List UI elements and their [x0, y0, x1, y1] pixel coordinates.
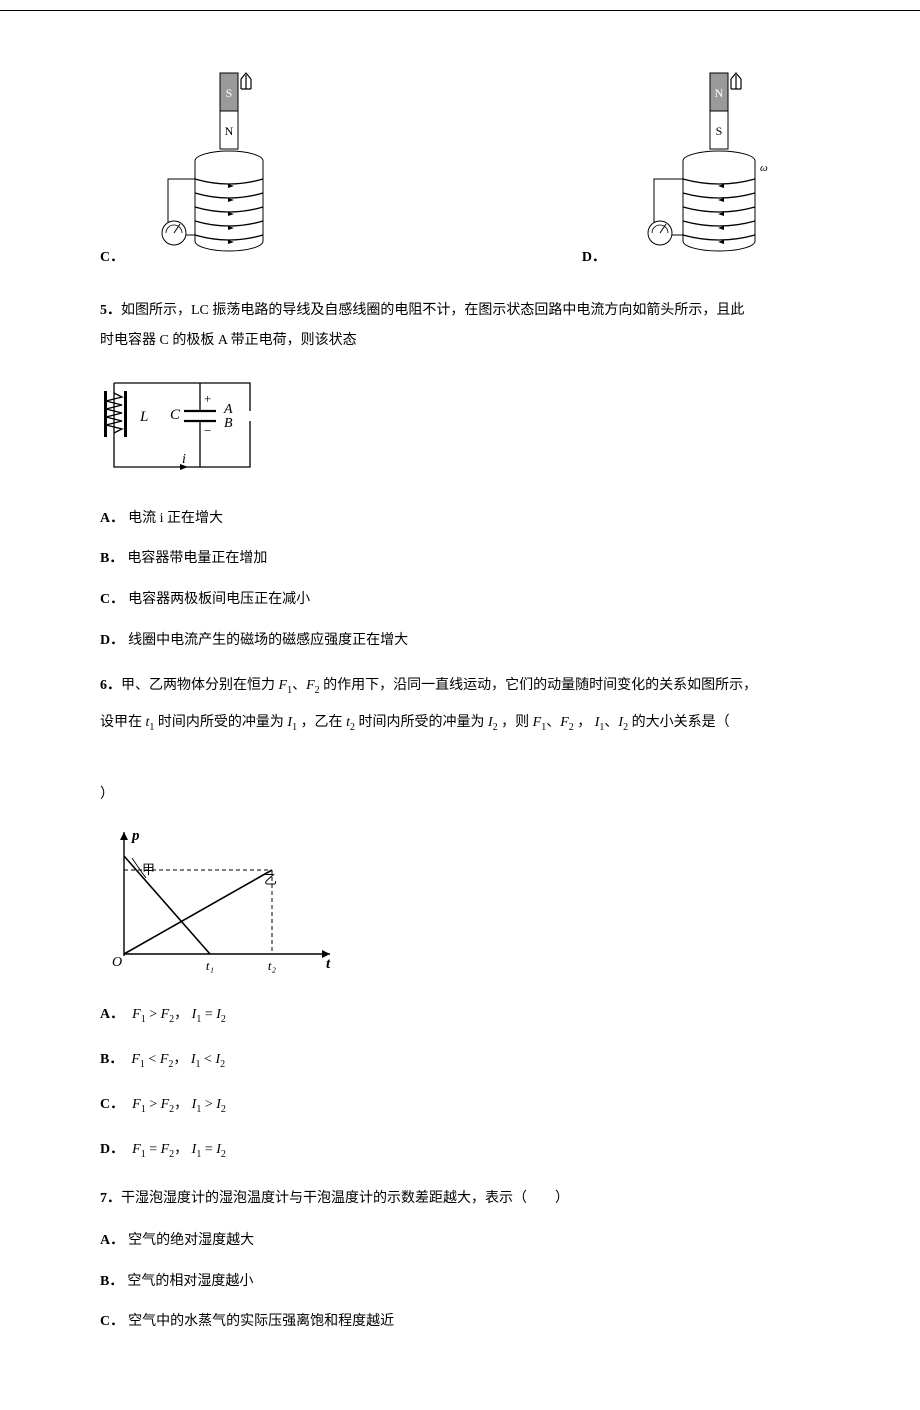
q4-option-c: C． S N — [100, 61, 278, 272]
q5-option-d: D．线圈中电流产生的磁场的磁感应强度正在增大 — [100, 628, 830, 655]
yi-label: 乙 — [264, 872, 277, 887]
svg-text:ω: ω — [760, 162, 768, 174]
q5-stem-line2: 时电容器 C 的极板 A 带正电荷，则该状态 — [100, 333, 357, 348]
q4-option-d: D． N S ω — [582, 61, 770, 272]
q5-option-b: B．电容器带电量正在增加 — [100, 546, 830, 573]
q5-option-a: A．电流 i 正在增大 — [100, 506, 830, 533]
q6-option-b: B．F1 < F2， I1 < I2 — [100, 1047, 830, 1074]
t2-label: t₂ — [268, 958, 277, 973]
q6-option-a: A．F1 > F2， I1 = I2 — [100, 1002, 830, 1029]
q7-option-a: A．空气的绝对湿度越大 — [100, 1228, 830, 1255]
lc-circuit-svg: L C + − A B i — [100, 371, 270, 481]
magnet-n-label: N — [225, 124, 234, 138]
a-label: A — [223, 402, 233, 417]
q7-stem: 7．干湿泡湿度计的湿泡温度计与干泡温度计的示数差距越大，表示（ ） — [100, 1184, 830, 1215]
b-label: B — [224, 416, 233, 431]
q5-stem-line1: 如图所示，LC 振荡电路的导线及自感线圈的电阻不计，在图示状态回路中电流方向如箭… — [121, 303, 744, 318]
q4-d-label: D． — [582, 245, 606, 272]
q7-option-b: B．空气的相对湿度越小 — [100, 1269, 830, 1296]
q4-options-row: C． S N — [100, 61, 830, 272]
coil-svg-c: S N — [128, 61, 278, 261]
q6-figure: p t O 甲 乙 t₁ t₂ — [100, 824, 830, 985]
c-label: C — [170, 407, 181, 423]
svg-text:S: S — [716, 124, 723, 138]
q6-option-c: C．F1 > F2， I1 > I2 — [100, 1092, 830, 1119]
q6-number: 6． — [100, 678, 121, 693]
p-axis-label: p — [130, 828, 140, 844]
magnet-s-label: S — [226, 86, 233, 100]
q4-d-figure: N S ω — [610, 61, 770, 272]
t-axis-label: t — [326, 956, 331, 972]
svg-text:N: N — [715, 86, 724, 100]
t1-label: t₁ — [206, 958, 214, 973]
q5-option-c: C．电容器两极板间电压正在减小 — [100, 587, 830, 614]
q4-c-label: C． — [100, 245, 124, 272]
l-label: L — [139, 409, 148, 425]
q5-figure: L C + − A B i — [100, 371, 830, 492]
minus-label: − — [204, 423, 211, 438]
origin-label: O — [112, 955, 122, 970]
i-label: i — [182, 452, 186, 467]
plus-label: + — [204, 391, 211, 406]
q7-option-c: C．空气中的水蒸气的实际压强离饱和程度越近 — [100, 1309, 830, 1336]
q7-number: 7． — [100, 1191, 121, 1206]
q7-stem-text: 干湿泡湿度计的湿泡温度计与干泡温度计的示数差距越大，表示（ ） — [121, 1191, 569, 1206]
q6-option-d: D．F1 = F2， I1 = I2 — [100, 1137, 830, 1164]
q5-stem: 5．如图所示，LC 振荡电路的导线及自感线圈的电阻不计，在图示状态回路中电流方向… — [100, 296, 830, 358]
coil-svg-d: N S ω — [610, 61, 770, 261]
q4-c-figure: S N — [128, 61, 278, 272]
pt-graph-svg: p t O 甲 乙 t₁ t₂ — [100, 824, 340, 974]
q5-number: 5． — [100, 303, 121, 318]
q6-stem: 6．甲、乙两物体分别在恒力 F1、F2 的作用下，沿同一直线运动，它们的动量随时… — [100, 668, 830, 814]
